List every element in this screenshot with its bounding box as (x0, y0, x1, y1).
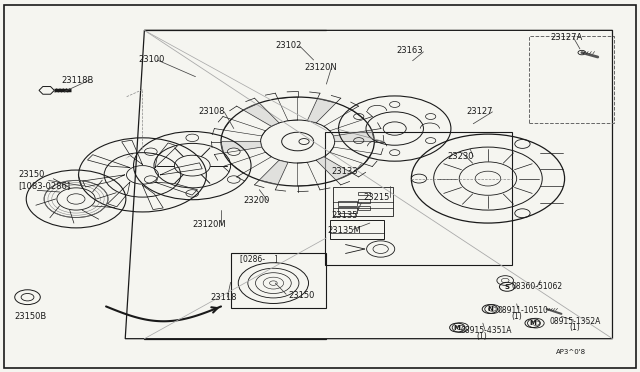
Polygon shape (316, 157, 352, 180)
Text: 23120N: 23120N (304, 63, 337, 72)
Text: (1): (1) (511, 312, 522, 321)
Text: (1): (1) (569, 323, 580, 332)
Text: 23150: 23150 (288, 291, 314, 300)
Text: 23102: 23102 (275, 41, 301, 50)
Text: 23127A: 23127A (550, 33, 582, 42)
Text: M: M (529, 320, 536, 326)
Polygon shape (221, 141, 262, 153)
Text: M: M (454, 325, 461, 331)
Text: [0286-    ]: [0286- ] (240, 254, 278, 263)
Polygon shape (259, 160, 288, 185)
Polygon shape (39, 87, 54, 94)
Text: 23163: 23163 (397, 46, 423, 55)
Circle shape (186, 134, 198, 141)
Text: 23230: 23230 (448, 152, 474, 161)
Text: 23133: 23133 (332, 167, 358, 176)
Bar (358, 192, 370, 195)
Text: 23150B: 23150B (15, 312, 47, 321)
Text: 23100: 23100 (138, 55, 164, 64)
Bar (338, 208, 357, 213)
Text: 23108: 23108 (198, 108, 225, 116)
Text: 08360-51062: 08360-51062 (511, 282, 563, 291)
Text: AP3^0'8: AP3^0'8 (556, 349, 586, 355)
Text: 23150: 23150 (19, 170, 45, 179)
Bar (230, 253, 326, 308)
Bar (358, 199, 370, 203)
Text: 23135: 23135 (332, 211, 358, 220)
Text: 23135M: 23135M (328, 226, 362, 235)
Text: S: S (504, 284, 509, 290)
Circle shape (227, 176, 240, 183)
Circle shape (186, 190, 198, 197)
Circle shape (145, 176, 157, 183)
Text: 08911-10510: 08911-10510 (497, 306, 548, 315)
Text: 23127: 23127 (467, 108, 493, 116)
Text: 23118: 23118 (210, 293, 237, 302)
Text: 23120M: 23120M (192, 221, 226, 230)
Circle shape (227, 148, 240, 155)
Polygon shape (307, 99, 336, 123)
Bar (333, 187, 394, 216)
Bar (358, 206, 370, 210)
Circle shape (145, 148, 157, 155)
Text: [1083-0286]: [1083-0286] (19, 182, 70, 190)
Text: 08915-4351A: 08915-4351A (461, 326, 512, 335)
Text: 23118B: 23118B (61, 76, 93, 85)
Text: N: N (487, 306, 493, 312)
Polygon shape (333, 130, 374, 141)
Bar (330, 220, 384, 238)
Text: 23200: 23200 (243, 196, 269, 205)
Text: 23215: 23215 (364, 193, 390, 202)
Text: 08915-1352A: 08915-1352A (550, 317, 601, 326)
Text: (1): (1) (476, 332, 487, 341)
Bar (529, 36, 614, 123)
Bar (338, 201, 357, 206)
Polygon shape (243, 103, 279, 126)
Bar (325, 132, 511, 264)
